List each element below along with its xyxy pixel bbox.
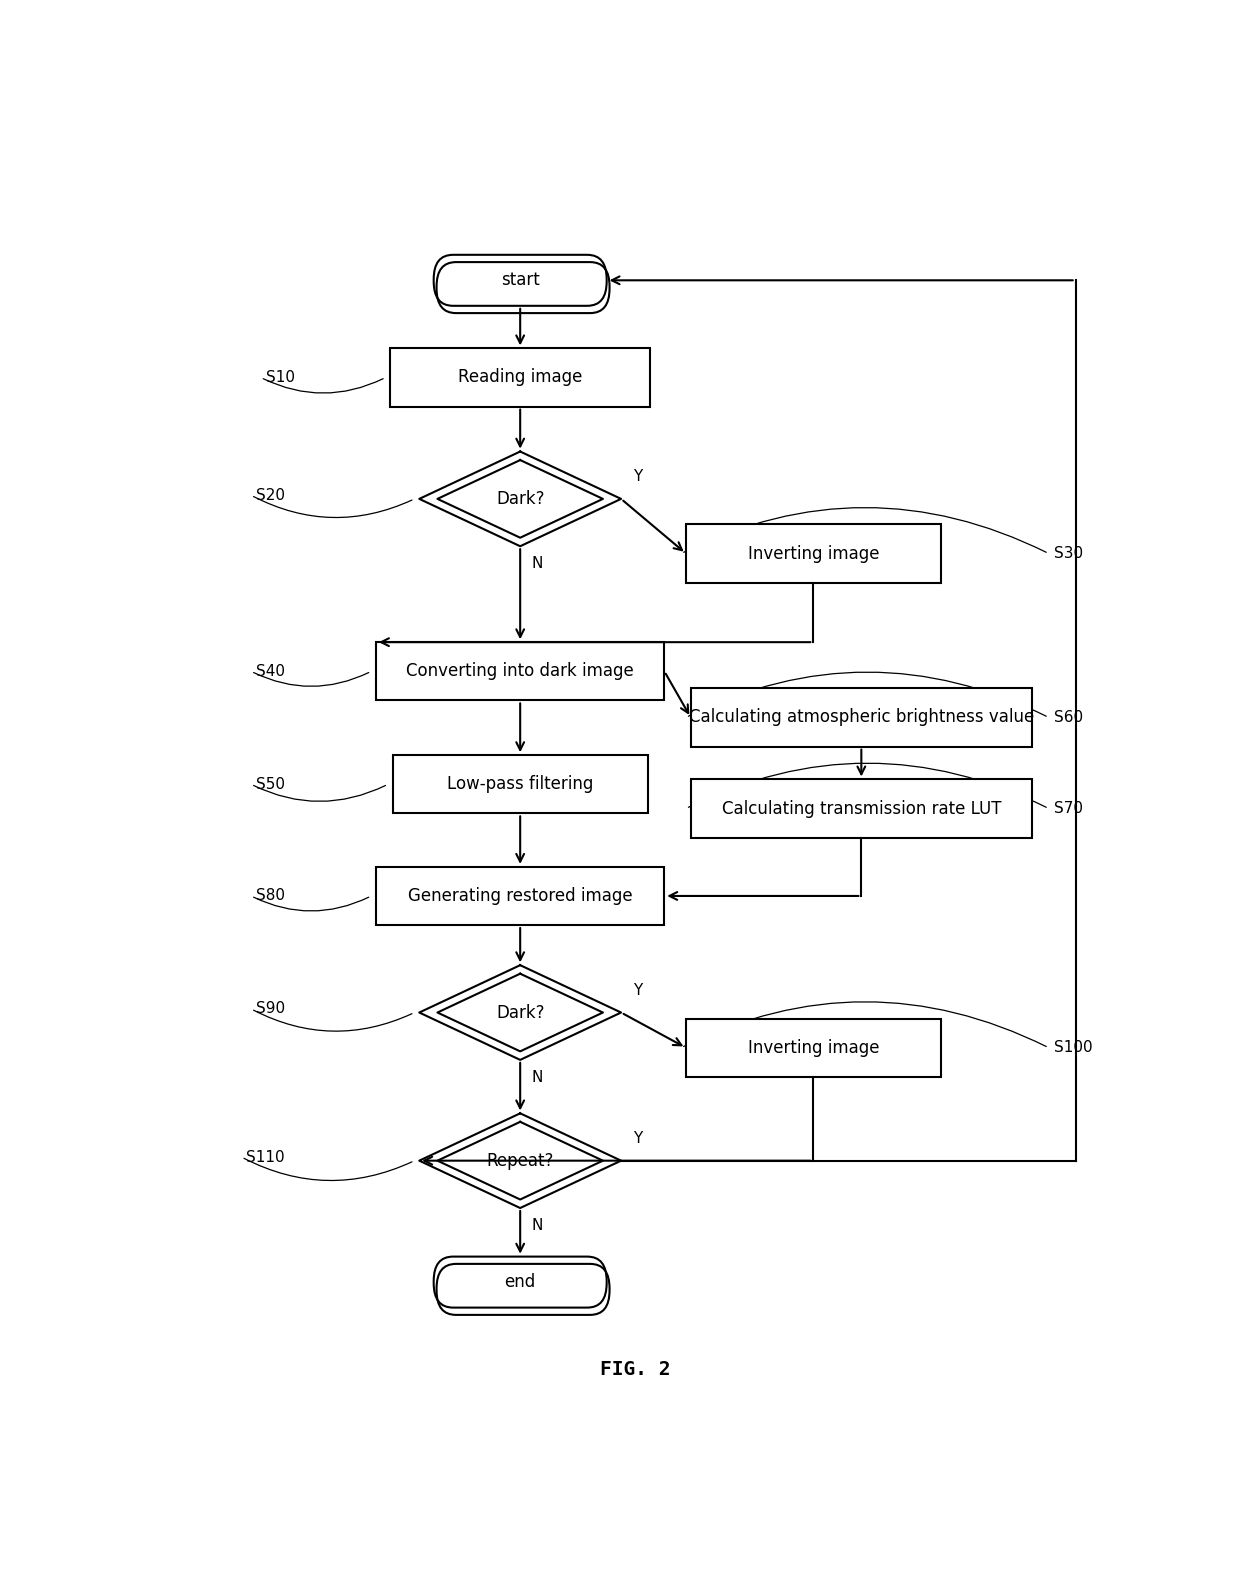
Text: N: N (532, 557, 543, 571)
Text: S60: S60 (1054, 710, 1083, 725)
Text: Dark?: Dark? (496, 490, 544, 508)
Text: N: N (532, 1217, 543, 1233)
Text: S80: S80 (255, 888, 285, 904)
Text: Repeat?: Repeat? (486, 1151, 554, 1170)
Text: Calculating transmission rate LUT: Calculating transmission rate LUT (722, 800, 1001, 817)
FancyBboxPatch shape (434, 1257, 606, 1307)
Bar (686, 525, 941, 582)
Bar (393, 755, 647, 814)
Text: Calculating atmospheric brightness value: Calculating atmospheric brightness value (688, 708, 1034, 727)
Text: S10: S10 (265, 371, 295, 385)
Bar (691, 688, 1032, 746)
Bar (376, 867, 665, 926)
Text: N: N (532, 1069, 543, 1085)
Text: S20: S20 (255, 487, 285, 503)
Text: S110: S110 (247, 1150, 285, 1164)
Text: FIG. 2: FIG. 2 (600, 1359, 671, 1378)
Text: start: start (501, 271, 539, 289)
Text: S50: S50 (255, 777, 285, 792)
Text: Y: Y (632, 1131, 642, 1146)
Text: Y: Y (632, 982, 642, 998)
Text: Inverting image: Inverting image (748, 1039, 879, 1057)
Text: Y: Y (632, 470, 642, 484)
Text: Low-pass filtering: Low-pass filtering (446, 776, 594, 793)
Text: end: end (505, 1273, 536, 1292)
Text: S90: S90 (255, 1001, 285, 1017)
Text: S30: S30 (1054, 546, 1083, 561)
Text: Inverting image: Inverting image (748, 544, 879, 563)
Bar (376, 642, 665, 700)
Text: Generating restored image: Generating restored image (408, 886, 632, 905)
Text: Converting into dark image: Converting into dark image (407, 662, 634, 680)
Text: S70: S70 (1054, 801, 1083, 815)
Bar (686, 1019, 941, 1077)
Bar (691, 779, 1032, 837)
Text: S100: S100 (1054, 1041, 1092, 1055)
Text: S40: S40 (255, 664, 285, 678)
FancyBboxPatch shape (434, 255, 606, 306)
Text: Dark?: Dark? (496, 1003, 544, 1022)
Text: Reading image: Reading image (458, 369, 583, 386)
Bar (391, 349, 650, 407)
